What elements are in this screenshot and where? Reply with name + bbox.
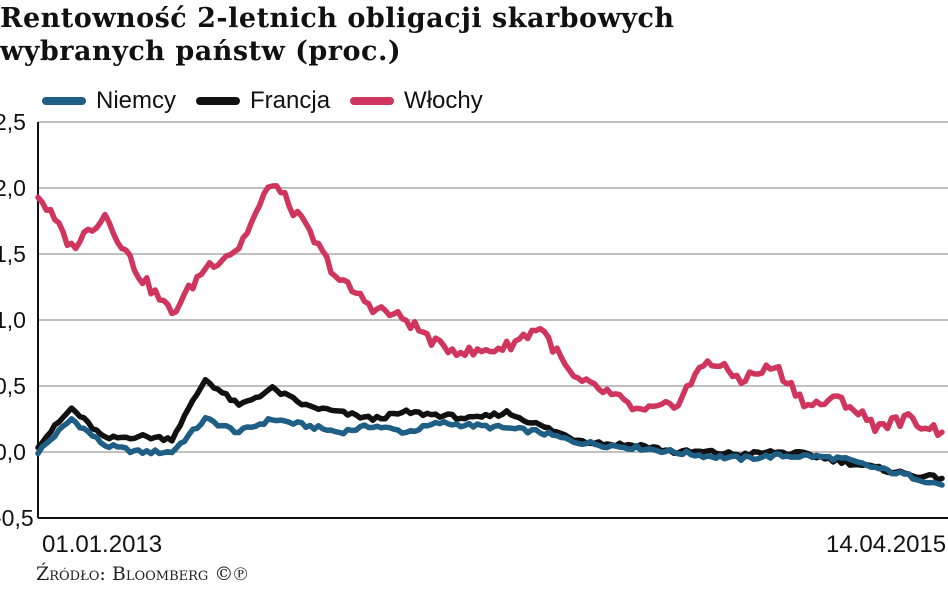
legend-item-wlochy: Włochy — [350, 87, 483, 115]
legend-swatch-francja — [196, 97, 241, 105]
series-line-niemcy — [35, 414, 945, 488]
y-tick-label-2: 0,5 — [0, 373, 26, 399]
legend-label-francja: Francja — [250, 87, 331, 114]
y-tick-label-1: 0,0 — [0, 439, 26, 465]
legend: Niemcy Francja Włochy — [42, 86, 483, 116]
chart-title-line2: wybranych państw (proc.) — [0, 36, 402, 67]
chart-title-line1: Rentowność 2-letnich obligacji skarbowyc… — [0, 3, 675, 34]
legend-label-niemcy: Niemcy — [96, 87, 177, 114]
chart-title: Rentowność 2-letnich obligacji skarbowyc… — [0, 2, 940, 68]
series-line-francja — [35, 376, 945, 483]
y-tick-label-6: 2,5 — [0, 109, 26, 135]
series-line-włochy — [35, 183, 945, 439]
legend-swatch-wlochy — [350, 97, 395, 105]
y-tick-label-5: 2,0 — [0, 175, 26, 201]
legend-swatch-niemcy — [42, 97, 86, 105]
y-tick-label-3: 1,0 — [0, 307, 26, 333]
legend-item-niemcy: Niemcy — [42, 87, 176, 115]
legend-item-francja: Francja — [196, 87, 330, 115]
y-tick-label-4: 1,5 — [0, 241, 26, 267]
x-tick-label-1: 14.04.2015 — [826, 531, 946, 558]
y-tick-label-0: -0,5 — [0, 505, 34, 531]
x-tick-label-0: 01.01.2013 — [42, 531, 162, 558]
source-note: Źródło: Bloomberg ©℗ — [36, 563, 248, 585]
legend-label-wlochy: Włochy — [404, 87, 483, 114]
